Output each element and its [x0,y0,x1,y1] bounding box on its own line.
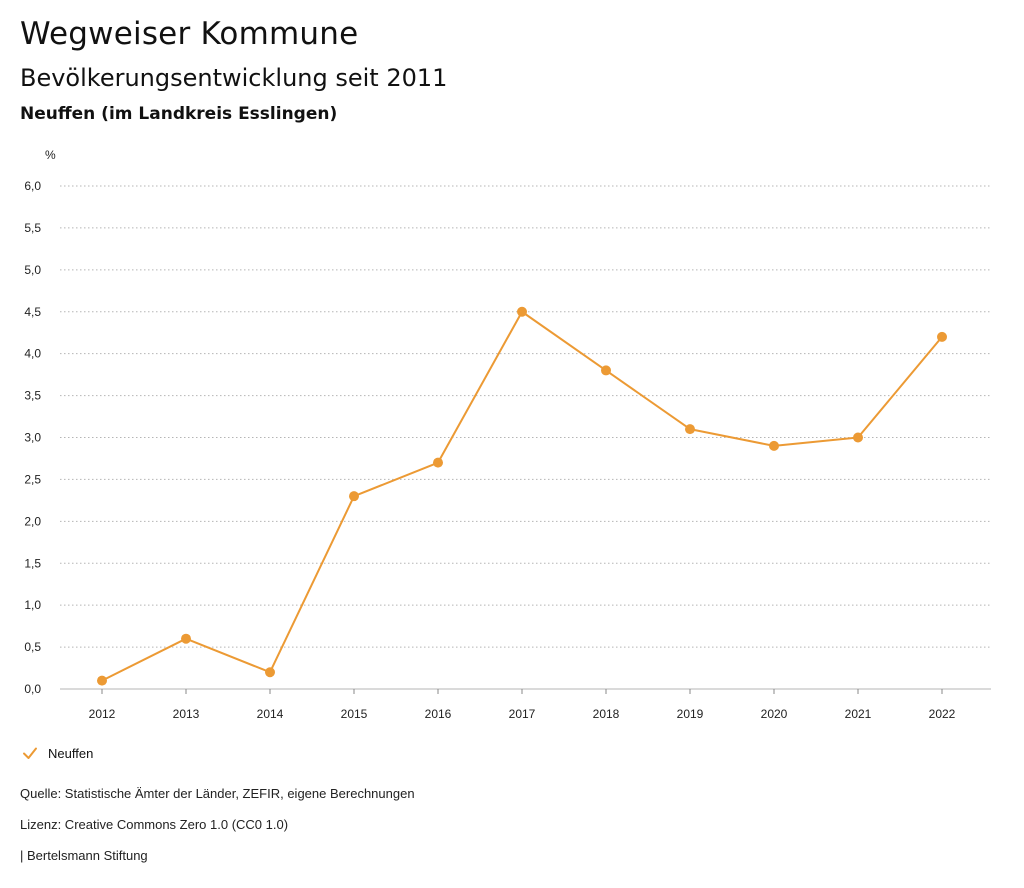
line-chart: % 0,0 0,5 1,0 1,5 2,0 2,5 3,0 3,5 4,0 4,5 5,0 5,5 6,… [24,148,991,721]
data-point[interactable] [517,306,527,317]
y-tick-label: 0,0 [24,682,41,696]
series-line [101,310,943,682]
y-tick-label: 3,0 [24,431,41,445]
x-tick-label: 2014 [257,707,284,721]
data-point[interactable] [853,432,863,443]
license-note: Lizenz: Creative Commons Zero 1.0 (CC0 1… [20,817,289,832]
source-note: Quelle: Statistische Ämter der Länder, Z… [20,786,415,801]
checkmark-icon [23,747,37,759]
x-axis-ticks: 2012 2013 2014 2015 2016 2017 2018 2019 2020 2021… [89,689,956,721]
publisher-note: | Bertelsmann Stiftung [20,848,148,863]
chart-subtitle: Bevölkerungsentwicklung seit 2011 [20,64,448,92]
x-tick-label: 2016 [425,707,452,721]
y-tick-label: 2,5 [24,472,41,486]
x-tick-label: 2017 [509,707,536,721]
x-tick-label: 2018 [593,707,620,721]
data-point[interactable] [433,457,443,468]
y-tick-label: 6,0 [24,179,41,193]
page-title: Wegweiser Kommune [20,16,359,52]
y-tick-label: 5,5 [24,221,41,235]
y-axis-ticks: 0,0 0,5 1,0 1,5 2,0 2,5 3,0 3,5 4,0 4,5 5,0 5,5 6,0 [24,179,41,696]
x-tick-label: 2022 [929,707,956,721]
data-point[interactable] [937,331,947,342]
y-tick-label: 1,5 [24,556,41,570]
x-tick-label: 2021 [845,707,872,721]
y-tick-label: 1,0 [24,598,41,612]
legend-label: Neuffen [48,745,94,761]
x-tick-label: 2015 [341,707,368,721]
data-point[interactable] [685,424,695,435]
legend-item-neuffen[interactable]: Neuffen [22,745,93,761]
y-tick-label: 5,0 [24,263,41,277]
y-tick-label: 2,0 [24,514,41,528]
y-tick-label: 4,0 [24,347,41,361]
data-point[interactable] [349,491,359,502]
y-tick-label: 3,5 [24,389,41,403]
y-axis-unit-label: % [45,148,56,162]
x-tick-label: 2012 [89,707,116,721]
x-tick-label: 2013 [173,707,200,721]
data-point[interactable] [769,440,779,451]
x-tick-label: 2019 [677,707,704,721]
region-label: Neuffen (im Landkreis Esslingen) [20,104,338,124]
x-tick-label: 2020 [761,707,788,721]
series-neuffen [97,306,947,686]
y-tick-label: 0,5 [24,640,41,654]
data-point[interactable] [265,667,275,678]
data-point[interactable] [181,633,191,644]
data-point[interactable] [601,365,611,376]
y-tick-label: 4,5 [24,305,41,319]
data-point[interactable] [97,675,107,686]
